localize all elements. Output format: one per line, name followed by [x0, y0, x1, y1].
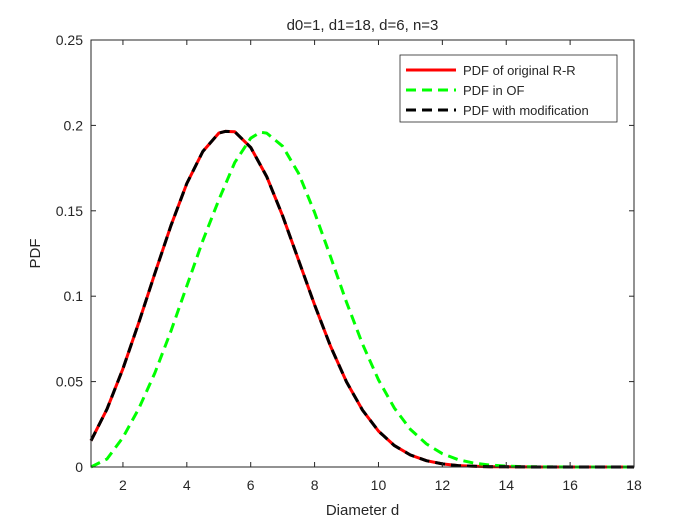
y-axis-label: PDF	[27, 239, 44, 269]
y-tick-label: 0.2	[64, 117, 84, 133]
legend: PDF of original R-R PDF in OF PDF with m…	[399, 54, 618, 123]
x-axis-label: Diameter d	[326, 502, 399, 519]
y-tick-label: 0.25	[56, 32, 83, 48]
axes-box	[90, 39, 635, 468]
y-tick-label: 0	[75, 459, 83, 475]
legend-box	[399, 54, 618, 123]
y-tick-label: 0.05	[56, 374, 83, 390]
x-ticks: 2 4 6 8 10 12 14 16 18	[119, 40, 642, 493]
y-ticks: 0 0.05 0.1 0.15 0.2 0.25	[56, 32, 634, 475]
x-tick-label: 16	[562, 477, 578, 493]
x-tick-label: 14	[498, 477, 514, 493]
x-tick-label: 8	[311, 477, 319, 493]
x-tick-label: 6	[247, 477, 255, 493]
legend-label-modification: PDF with modification	[463, 103, 589, 118]
x-tick-label: 10	[371, 477, 387, 493]
legend-label-of: PDF in OF	[463, 83, 524, 98]
chart-title: d0=1, d1=18, d=6, n=3	[287, 17, 439, 34]
x-tick-label: 2	[119, 477, 127, 493]
x-tick-label: 18	[626, 477, 642, 493]
x-tick-label: 12	[435, 477, 451, 493]
legend-label-original: PDF of original R-R	[463, 63, 576, 78]
y-tick-label: 0.1	[64, 288, 84, 304]
y-tick-label: 0.15	[56, 203, 83, 219]
x-tick-label: 4	[183, 477, 191, 493]
